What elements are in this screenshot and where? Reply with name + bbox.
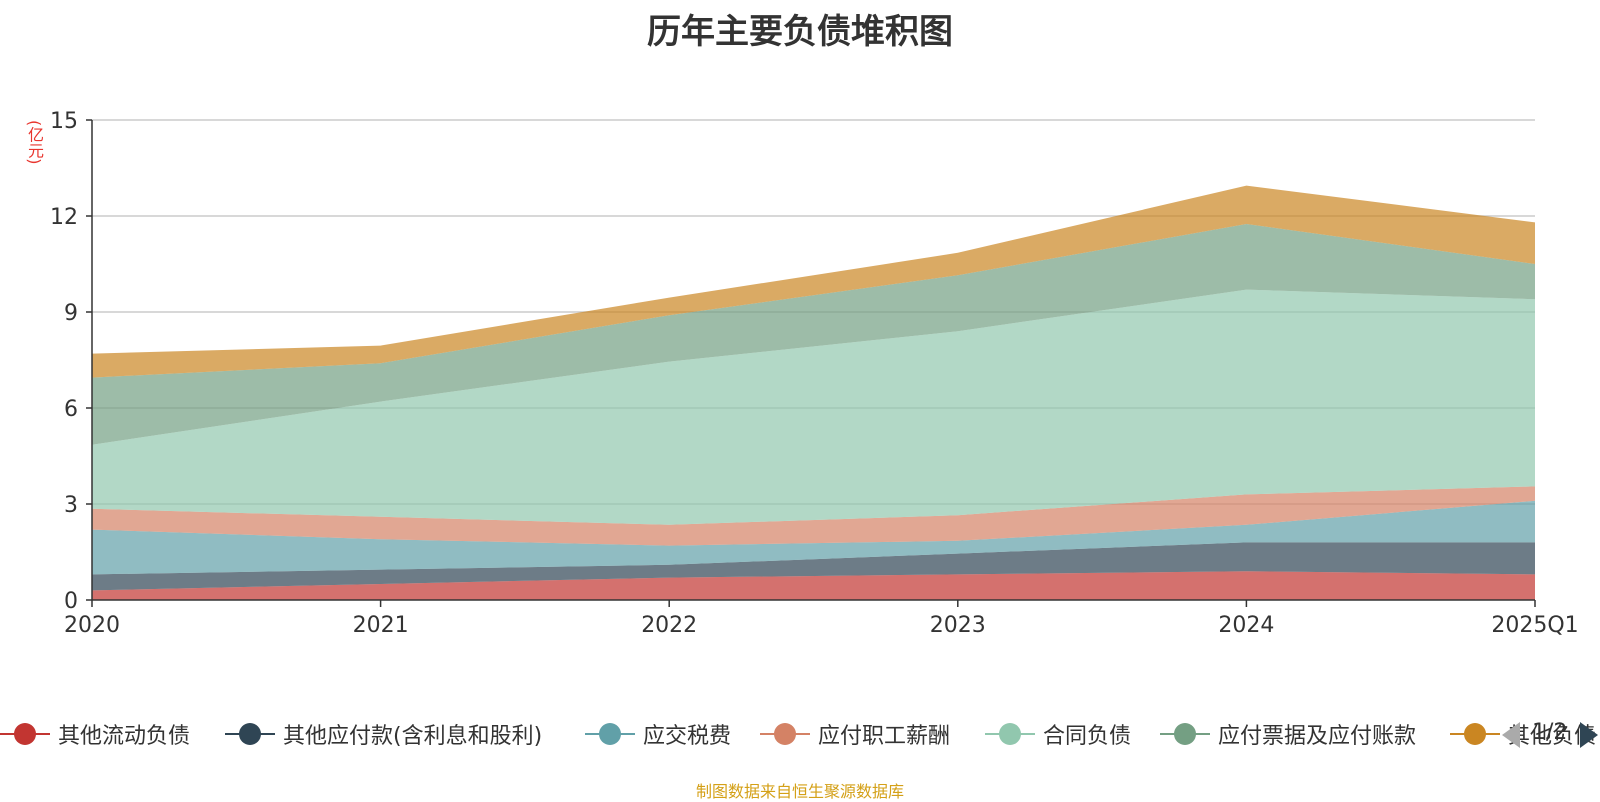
legend-pager: 1/2 (1500, 714, 1600, 754)
legend-prev-page-icon[interactable] (1500, 720, 1522, 750)
legend-marker-icon (225, 723, 275, 745)
area-series-1 (92, 571, 1535, 600)
axes: 0 3 6 9 12 15 2020 2021 2022 2023 2024 2025Q1 (50, 109, 1579, 638)
legend-marker-icon (760, 723, 810, 745)
legend-item[interactable]: 合同负债 (985, 714, 1131, 754)
legend-label: 应交税费 (643, 724, 732, 749)
y-tick-label: 9 (64, 301, 78, 326)
legend-item[interactable]: 应付职工薪酬 (760, 714, 950, 754)
legend-marker-icon (0, 723, 50, 745)
legend-next-page-icon[interactable] (1578, 720, 1600, 750)
y-tick-label: 6 (64, 397, 78, 422)
legend-marker-icon (985, 723, 1035, 745)
legend-marker-icon (585, 723, 635, 745)
legend-item[interactable]: 其他流动负债 (0, 714, 190, 754)
legend-label: 应付票据及应付账款 (1218, 724, 1417, 749)
area-series-7 (92, 185, 1535, 378)
legend-item[interactable]: 应交税费 (585, 714, 731, 754)
data-source-note: 制图数据来自恒生聚源数据库 (695, 782, 904, 801)
legend-label: 应付职工薪酬 (818, 724, 951, 749)
legend-item[interactable]: 应付票据及应付账款 (1160, 714, 1416, 754)
x-tick-label: 2022 (641, 613, 697, 638)
area-series-2 (92, 542, 1535, 591)
area-series-3 (92, 500, 1535, 575)
area-series-4 (92, 486, 1535, 546)
y-tick-label: 0 (64, 589, 78, 614)
legend-label: 合同负债 (1043, 724, 1132, 749)
legend-label: 其他流动负债 (58, 724, 191, 749)
x-tick-label: 2025Q1 (1491, 613, 1578, 638)
y-tick-label: 12 (50, 205, 78, 230)
y-axis-unit-label: (亿元) (25, 120, 44, 165)
x-tick-label: 2021 (353, 613, 409, 638)
area-series-5 (92, 289, 1535, 525)
y-tick-label: 3 (64, 493, 78, 518)
legend-marker-icon (1160, 723, 1210, 745)
legend-page-indicator: 1/2 (1532, 720, 1568, 745)
stacked-area-chart: 0 3 6 9 12 15 2020 2021 2022 2023 2024 2025Q1 (50, 109, 1579, 638)
x-tick-label: 2020 (64, 613, 120, 638)
legend-item[interactable]: 其他应付款(含利息和股利) (225, 714, 542, 754)
x-tick-label: 2023 (930, 613, 986, 638)
x-tick-label: 2024 (1218, 613, 1274, 638)
area-series-6 (92, 224, 1535, 445)
legend-label: 其他应付款(含利息和股利) (283, 724, 543, 749)
legend: 其他流动负债 其他应付款(含利息和股利) 应交税费 应付职工薪酬 合同负债 应付票据及应付… (0, 714, 1600, 754)
area-series-layer (92, 185, 1535, 600)
chart-title: 历年主要负债堆积图 (647, 12, 953, 52)
y-tick-label: 15 (50, 109, 78, 134)
legend-marker-icon (1450, 723, 1500, 745)
